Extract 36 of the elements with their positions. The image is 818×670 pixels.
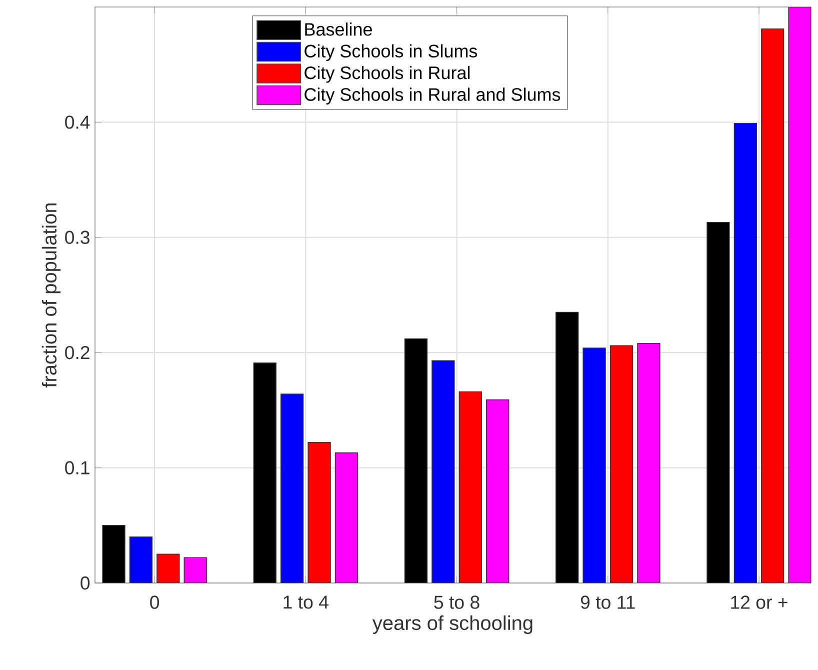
x-tick-label: 5 to 8 [434,596,480,609]
legend-label: City Schools in Rural and Slums [304,88,560,104]
y-tick-label: 0.4 [65,116,90,129]
bar [156,554,180,583]
bar [308,442,331,583]
y-tick-label: 0 [80,576,90,590]
x-tick-label: 12 or + [731,596,788,609]
x-tick-label: 1 to 4 [284,596,328,609]
legend-label: Baseline [305,22,372,36]
bar [582,348,606,583]
bar [458,391,482,583]
bar [102,524,126,583]
bar [556,312,579,583]
y-tick-label: 0.3 [65,230,90,244]
bar [404,338,428,583]
y-tick-label: 0.1 [65,461,90,474]
x-tick-label: 9 to 11 [580,596,635,609]
bar [432,360,455,583]
bar [610,345,634,583]
legend-label: City Schools in Rural [304,66,470,83]
bar [706,222,730,583]
legend-label: City Schools in Slums [304,44,478,62]
bar [761,28,784,583]
bar [184,557,207,583]
bar [788,6,811,583]
bar [129,536,153,583]
y-tick-label: 0.2 [65,346,90,360]
x-tick-label: 0 [150,596,160,609]
bar [637,342,660,583]
bar [334,452,358,583]
bar [486,399,510,583]
bar [280,394,304,583]
bar [734,122,757,583]
x-axis-title: years of schooling [372,615,532,634]
bar [253,362,276,583]
y-axis-title: fraction of population [42,203,61,388]
